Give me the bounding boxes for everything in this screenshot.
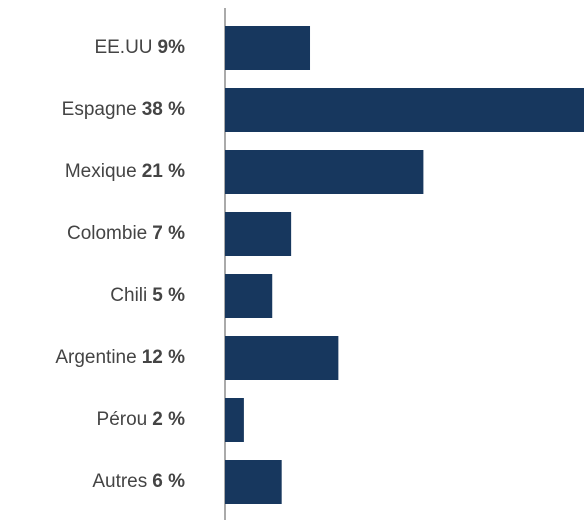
category-label: Chili 5 % (110, 285, 185, 306)
bar (225, 150, 424, 194)
value-label: 2 % (152, 409, 185, 430)
category-name: Pérou (97, 409, 148, 430)
category-name: Argentine (55, 347, 136, 368)
value-label: 6 % (152, 471, 185, 492)
category-label: Mexique 21 % (65, 161, 185, 182)
value-label: 12 % (142, 347, 185, 368)
category-label: Autres 6 % (92, 471, 185, 492)
category-name: EE.UU (94, 37, 152, 58)
category-name: Espagne (62, 99, 137, 120)
value-label: 9% (158, 37, 186, 58)
bar (225, 398, 244, 442)
category-name: Autres (92, 471, 147, 492)
category-name: Chili (110, 285, 147, 306)
value-label: 21 % (142, 161, 185, 182)
value-label: 7 % (152, 223, 185, 244)
category-label: Pérou 2 % (97, 409, 186, 430)
category-name: Colombie (67, 223, 147, 244)
bar (225, 212, 292, 256)
category-label: EE.UU 9% (94, 37, 185, 58)
bar (225, 26, 311, 70)
value-label: 38 % (142, 99, 185, 120)
bar (225, 88, 584, 132)
category-label: Colombie 7 % (67, 223, 185, 244)
bar (225, 460, 282, 504)
bar (225, 336, 339, 380)
category-name: Mexique (65, 161, 137, 182)
value-label: 5 % (152, 285, 185, 306)
bar (225, 274, 273, 318)
category-label: Argentine 12 % (55, 347, 185, 368)
category-label: Espagne 38 % (62, 99, 185, 120)
